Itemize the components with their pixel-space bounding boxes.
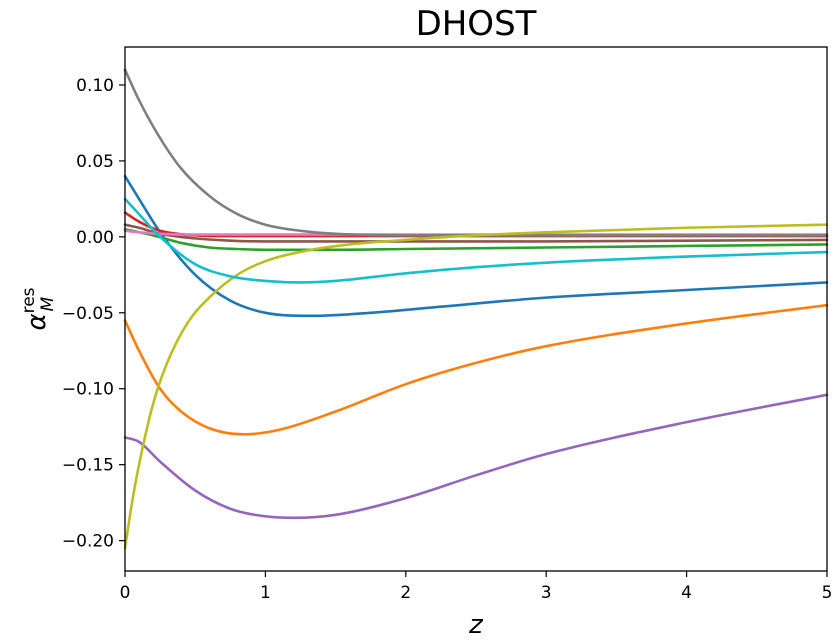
series-line-5 <box>123 393 829 520</box>
x-tick-label: 4 <box>681 583 692 603</box>
y-tick-label: −0.10 <box>62 380 114 400</box>
x-tick-label: 2 <box>400 583 411 603</box>
y-axis-label-sub: M <box>38 296 58 311</box>
x-tick-label: 5 <box>822 583 833 603</box>
y-axis-label-base: α <box>22 313 52 330</box>
y-tick-label: 0.10 <box>76 76 114 96</box>
plot-background <box>125 47 827 571</box>
x-tick-label: 0 <box>120 583 131 603</box>
x-axis-label: z <box>468 610 484 640</box>
y-tick-label: −0.05 <box>62 304 114 324</box>
series-line-8 <box>123 68 829 237</box>
y-axis: −0.20 −0.15 −0.10 −0.05 0.00 0.05 0.10 <box>62 76 125 552</box>
series-line-10 <box>123 197 829 284</box>
y-axis-label: αresM <box>19 287 58 330</box>
y-tick-label: −0.20 <box>62 532 114 552</box>
series-line-9 <box>123 223 829 550</box>
x-axis: 0 1 2 3 4 5 <box>120 571 833 603</box>
plot-frame <box>124 46 828 572</box>
chart-title: DHOST <box>416 4 537 44</box>
series-line-1 <box>123 174 829 318</box>
series-layer <box>123 68 829 550</box>
series-line-2 <box>123 303 829 436</box>
y-tick-label: −0.15 <box>62 456 114 476</box>
y-tick-label: 0.05 <box>76 152 114 172</box>
x-tick-label: 1 <box>260 583 271 603</box>
x-tick-label: 3 <box>541 583 552 603</box>
y-axis-label-sup: res <box>19 287 39 313</box>
y-tick-label: 0.00 <box>76 228 114 248</box>
